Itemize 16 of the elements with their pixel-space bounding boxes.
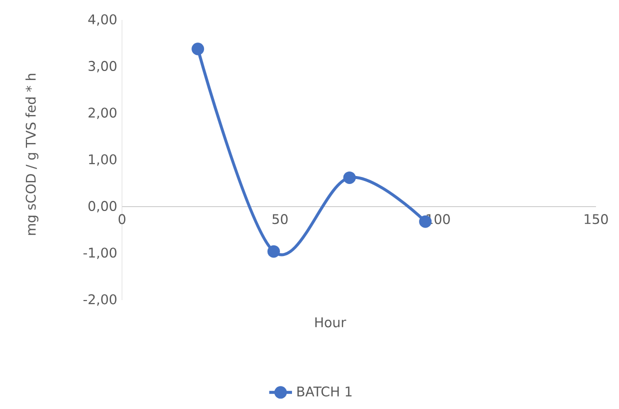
x-tick-label: 0 (118, 214, 126, 224)
y-tick-label: 4,00 (88, 14, 116, 26)
x-tick-label: 150 (584, 214, 608, 224)
y-tick-label: 3,00 (88, 60, 116, 72)
point (267, 245, 280, 258)
y-tick-label: 1,00 (89, 154, 116, 166)
point (192, 42, 204, 56)
legend-label: BATCH 1 (297, 386, 352, 397)
y-tick-label: 0,00 (88, 200, 116, 212)
y-axis-title: mg sCOD / g TVS fed * h (25, 74, 38, 235)
x-tick-label: 50 (272, 214, 288, 224)
x-axis-title: Hour (315, 317, 346, 328)
y-tick-label: 2,00 (88, 108, 116, 120)
y-tick-label: -1,00 (83, 248, 116, 260)
point (343, 171, 356, 184)
y-tick-label: -2,00 (83, 294, 116, 306)
